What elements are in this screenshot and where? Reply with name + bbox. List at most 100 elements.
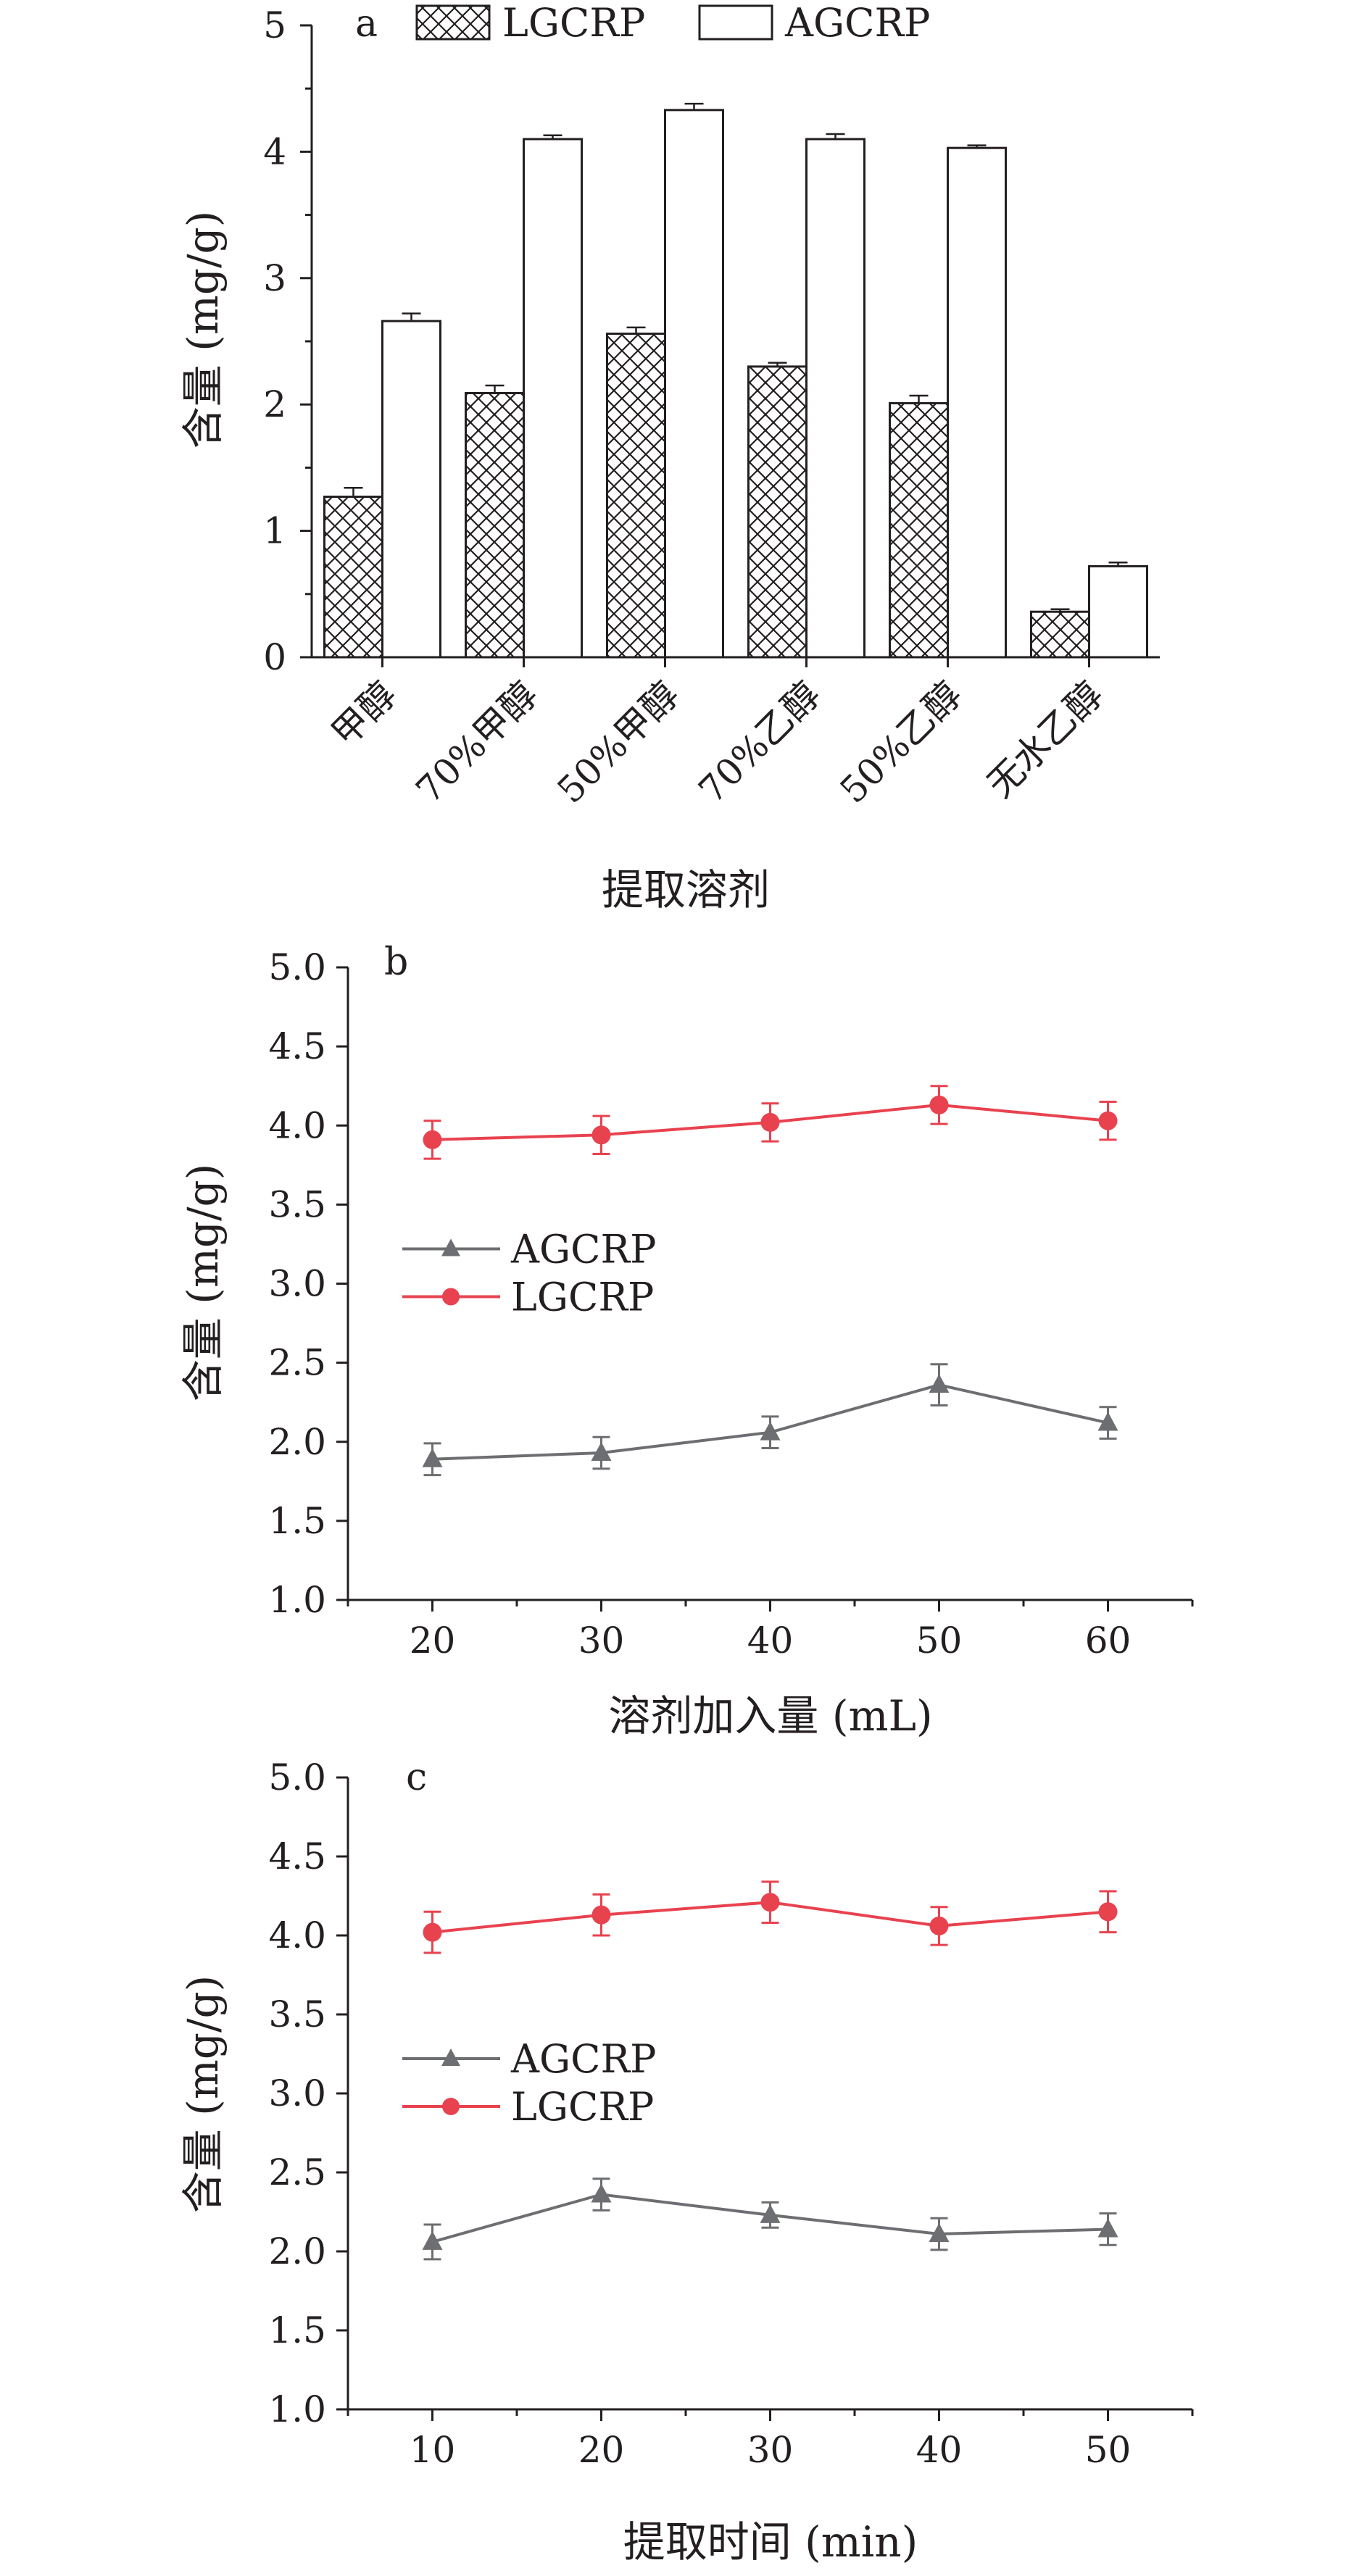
panel-b-x-tick-label: 60 xyxy=(1085,1620,1132,1662)
panel-a-legend-swatch-lgcrp xyxy=(415,4,491,41)
panel-a-legend-label-lgcrp: LGCRP xyxy=(502,0,645,46)
panel-a-x-tick-label: 甲醇 xyxy=(323,673,404,754)
panel-a-bar-agcrp xyxy=(664,109,724,659)
panel-a-y-tick-label: 2 xyxy=(263,383,286,425)
panel-b-point-lgcrp xyxy=(1098,1111,1118,1130)
panel-b-legend-marker-lgcrp xyxy=(442,1288,460,1306)
panel-a-y-tick-label: 5 xyxy=(263,4,286,46)
panel-c-letter: c xyxy=(406,1756,427,1799)
panel-c-x-tick-label: 30 xyxy=(747,2429,794,2471)
panel-c-y-tick-label: 3.0 xyxy=(268,2072,326,2114)
panel-b-y-tick-label: 2.5 xyxy=(268,1342,326,1384)
panel-a-bar-lgcrp xyxy=(465,392,525,659)
panel-b-point-agcrp xyxy=(422,1448,443,1467)
panel-a-legend-label-agcrp: AGCRP xyxy=(784,0,930,46)
panel-b-letter: b xyxy=(384,941,408,984)
panel-a-x-tick-label: 50%乙醇 xyxy=(832,673,970,811)
panel-a-bar-agcrp xyxy=(381,320,441,659)
panel-a-bar-agcrp xyxy=(947,146,1007,659)
panel-b-x-tick-label: 20 xyxy=(410,1620,456,1662)
panel-b-x-axis-title: 溶剂加入量 (mL) xyxy=(608,1691,932,1741)
panel-b-y-tick-label: 1.5 xyxy=(268,1500,326,1542)
panel-b-point-agcrp xyxy=(1097,1412,1118,1431)
panel-a-letter: a xyxy=(355,2,378,46)
panel-b-x-tick-label: 50 xyxy=(916,1620,963,1662)
panel-b-point-lgcrp xyxy=(423,1130,442,1149)
panel-c-point-agcrp xyxy=(760,2204,781,2223)
panel-a-y-tick-label: 1 xyxy=(263,510,286,552)
panel-a-legend: LGCRP AGCRP xyxy=(415,0,930,46)
panel-a-x-tick-label: 50%甲醇 xyxy=(549,673,687,811)
panel-a-bar-lgcrp xyxy=(1030,610,1090,659)
panel-b-y-tick-label: 3.5 xyxy=(268,1183,326,1225)
panel-c-legend-marker-lgcrp xyxy=(442,2098,460,2116)
panel-c-y-tick-label: 1.0 xyxy=(268,2388,326,2430)
panel-c-y-tick-label: 3.5 xyxy=(268,1993,326,2035)
panel-a-y-axis-title: 含量 (mg/g) xyxy=(178,211,228,449)
panel-c-point-agcrp xyxy=(929,2223,950,2243)
panel-c-y-tick-label: 4.5 xyxy=(268,1835,326,1877)
panel-b-series xyxy=(422,1085,1118,1477)
panel-b-y-tick-label: 3.0 xyxy=(268,1263,326,1305)
panel-b-x-tick-label: 30 xyxy=(578,1620,625,1662)
panel-b-axes: 1.0 1.5 2.0 2.5 3.0 3.5 4.0 4.5 5.0 20 30 40 50 60 xyxy=(268,946,1194,1662)
panel-a-legend-swatch-agcrp xyxy=(698,4,773,41)
panel-a-bar-lgcrp xyxy=(889,401,949,659)
panel-a-bar-agcrp xyxy=(1088,564,1148,659)
panel-b-series-lgcrp xyxy=(423,1085,1118,1160)
panel-b-point-lgcrp xyxy=(760,1112,780,1132)
panel-c-x-tick-label: 40 xyxy=(916,2429,963,2471)
panel-c-y-axis-title: 含量 (mg/g) xyxy=(178,1975,228,2214)
panel-c-series-lgcrp xyxy=(423,1880,1118,1954)
panel-c-point-lgcrp xyxy=(591,1905,611,1925)
panel-b-point-agcrp xyxy=(760,1421,781,1441)
panel-b-y-tick-label: 4.5 xyxy=(268,1025,326,1067)
panel-a-bar-lgcrp xyxy=(606,333,666,659)
panel-c-y-tick-label: 5.0 xyxy=(268,1756,326,1798)
panel-a-bar-agcrp xyxy=(805,138,865,659)
panel-c-series xyxy=(422,1880,1118,2261)
panel-c-y-tick-label: 2.0 xyxy=(268,2230,326,2272)
panel-b-y-tick-label: 4.0 xyxy=(268,1104,326,1146)
panel-b-point-agcrp xyxy=(591,1442,612,1462)
panel-a-x-tick-label: 70%甲醇 xyxy=(408,673,546,811)
panel-b-series-agcrp xyxy=(422,1363,1118,1477)
panel-b-y-axis-title: 含量 (mg/g) xyxy=(178,1164,228,1402)
panel-a-y-tick-label: 0 xyxy=(263,636,286,678)
panel-a-bars xyxy=(323,102,1148,659)
panel-a-y-tick-label: 4 xyxy=(263,130,286,172)
panel-c-y-tick-label: 4.0 xyxy=(268,1914,326,1956)
panel-b-point-lgcrp xyxy=(929,1095,949,1114)
panel-b-line-chart: b 含量 (mg/g) 溶剂加入量 (mL) 1.0 1.5 2.0 2.5 3.0 3.… xyxy=(178,941,1194,1741)
panel-b-y-tick-label: 1.0 xyxy=(268,1579,326,1621)
panel-c-point-lgcrp xyxy=(760,1893,780,1912)
panel-a-bar-lgcrp xyxy=(323,496,383,659)
panel-c-series-agcrp xyxy=(422,2177,1118,2261)
panel-a-bar-chart: a 含量 (mg/g) 提取溶剂 0 1 2 3 4 5 甲醇 70%甲醇 50%甲醇 70%乙醇… xyxy=(178,0,1160,914)
panel-c-x-tick-label: 50 xyxy=(1085,2429,1132,2471)
panel-b-y-tick-label: 5.0 xyxy=(268,946,326,988)
panel-c-y-tick-label: 1.5 xyxy=(268,2309,326,2351)
panel-c-x-tick-label: 10 xyxy=(410,2429,456,2471)
panel-b-legend-marker-agcrp xyxy=(441,1238,460,1256)
panel-c-x-tick-label: 20 xyxy=(578,2429,625,2471)
panel-a-x-tick-label: 70%乙醇 xyxy=(691,673,829,811)
panel-a-bar-lgcrp xyxy=(747,365,808,659)
panel-c-point-lgcrp xyxy=(1098,1902,1118,1922)
panel-a-y-tick-label: 3 xyxy=(263,257,286,299)
panel-a-x-axis-title: 提取溶剂 xyxy=(602,865,770,914)
panel-b-point-agcrp xyxy=(929,1374,950,1393)
panel-c-legend-label-lgcrp: LGCRP xyxy=(511,2084,654,2130)
panel-b-legend-label-lgcrp: LGCRP xyxy=(511,1274,654,1320)
panel-c-y-tick-label: 2.5 xyxy=(268,2151,326,2193)
panel-c-point-agcrp xyxy=(422,2230,443,2250)
panel-b-x-tick-label: 40 xyxy=(747,1620,794,1662)
panel-c-line-chart: c 含量 (mg/g) 提取时间 (min) 1.0 1.5 2.0 2.5 3.0 3.… xyxy=(178,1756,1194,2567)
panel-b-legend-label-agcrp: AGCRP xyxy=(510,1226,656,1272)
panel-c-point-lgcrp xyxy=(423,1922,442,1942)
panel-c-axes: 1.0 1.5 2.0 2.5 3.0 3.5 4.0 4.5 5.0 10 20 30 40 50 xyxy=(268,1756,1194,2471)
panel-b-y-tick-label: 2.0 xyxy=(268,1421,326,1463)
